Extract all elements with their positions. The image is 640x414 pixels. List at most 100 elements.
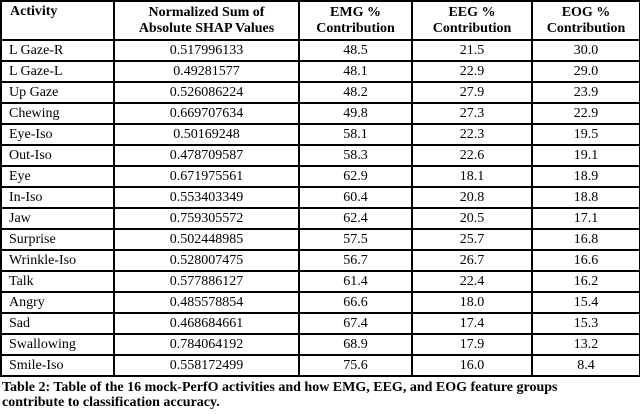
shap-value-cell: 0.485578854 [113,291,300,314]
table-caption: Table 2: Table of the 16 mock-PerfO acti… [0,380,640,410]
shap-contribution-table: Activity Normalized Sum of Absolute SHAP… [0,0,640,377]
table-header: Activity Normalized Sum of Absolute SHAP… [0,0,640,41]
header-label: EMG % [330,4,381,20]
shap-value-cell: 0.558172499 [113,354,300,377]
eeg-contribution-cell: 22.6 [411,144,533,167]
table-row: Up Gaze 0.526086224 48.2 27.9 23.9 [0,81,640,104]
emg-contribution-cell: 67.4 [298,312,413,335]
table-row: Out-Iso 0.478709587 58.3 22.6 19.1 [0,144,640,167]
activity-cell: L Gaze-R [0,39,115,62]
eeg-contribution-cell: 22.4 [411,270,533,293]
table-row: Sad 0.468684661 67.4 17.4 15.3 [0,312,640,335]
header-label: EEG % [448,4,496,20]
eog-contribution-cell: 8.4 [531,354,640,377]
caption-line: contribute to classification accuracy. [2,395,220,410]
activity-cell: Angry [0,291,115,314]
emg-contribution-cell: 48.5 [298,39,413,62]
eeg-contribution-cell: 20.5 [411,207,533,230]
eog-contribution-cell: 22.9 [531,102,640,125]
column-header-activity: Activity [0,0,115,41]
eeg-contribution-cell: 25.7 [411,228,533,251]
emg-contribution-cell: 58.1 [298,123,413,146]
eeg-contribution-cell: 17.9 [411,333,533,356]
shap-value-cell: 0.759305572 [113,207,300,230]
eog-contribution-cell: 19.5 [531,123,640,146]
table-body: L Gaze-R 0.517996133 48.5 21.5 30.0 L Gaze-L 0… [0,39,640,377]
header-label: Normalized Sum of [148,4,265,20]
emg-contribution-cell: 57.5 [298,228,413,251]
shap-value-cell: 0.478709587 [113,144,300,167]
table-row: Angry 0.485578854 66.6 18.0 15.4 [0,291,640,314]
eog-contribution-cell: 17.1 [531,207,640,230]
activity-cell: Wrinkle-Iso [0,249,115,272]
eog-contribution-cell: 16.8 [531,228,640,251]
eog-contribution-cell: 18.9 [531,165,640,188]
eog-contribution-cell: 23.9 [531,81,640,104]
shap-value-cell: 0.49281577 [113,60,300,83]
activity-cell: Eye-Iso [0,123,115,146]
eeg-contribution-cell: 26.7 [411,249,533,272]
eog-contribution-cell: 15.4 [531,291,640,314]
emg-contribution-cell: 49.8 [298,102,413,125]
eeg-contribution-cell: 27.9 [411,81,533,104]
shap-value-cell: 0.528007475 [113,249,300,272]
eeg-contribution-cell: 27.3 [411,102,533,125]
shap-value-cell: 0.669707634 [113,102,300,125]
shap-value-cell: 0.784064192 [113,333,300,356]
emg-contribution-cell: 48.2 [298,81,413,104]
activity-cell: In-Iso [0,186,115,209]
table-row: Jaw 0.759305572 62.4 20.5 17.1 [0,207,640,230]
emg-contribution-cell: 62.9 [298,165,413,188]
eeg-contribution-cell: 22.3 [411,123,533,146]
activity-cell: Surprise [0,228,115,251]
header-row: Activity Normalized Sum of Absolute SHAP… [0,0,640,41]
header-label: EOG % [561,4,611,20]
shap-value-cell: 0.468684661 [113,312,300,335]
eog-contribution-cell: 16.2 [531,270,640,293]
table-row: Eye 0.671975561 62.9 18.1 18.9 [0,165,640,188]
table-row: Surprise 0.502448985 57.5 25.7 16.8 [0,228,640,251]
emg-contribution-cell: 66.6 [298,291,413,314]
table-row: L Gaze-L 0.49281577 48.1 22.9 29.0 [0,60,640,83]
activity-cell: L Gaze-L [0,60,115,83]
emg-contribution-cell: 48.1 [298,60,413,83]
eog-contribution-cell: 30.0 [531,39,640,62]
emg-contribution-cell: 61.4 [298,270,413,293]
eog-contribution-cell: 13.2 [531,333,640,356]
header-label: Absolute SHAP Values [138,20,275,36]
column-header-eeg: EEG % Contribution [411,0,533,41]
eeg-contribution-cell: 18.0 [411,291,533,314]
emg-contribution-cell: 56.7 [298,249,413,272]
shap-value-cell: 0.526086224 [113,81,300,104]
header-label: Activity [10,4,58,19]
activity-cell: Jaw [0,207,115,230]
activity-cell: Talk [0,270,115,293]
emg-contribution-cell: 62.4 [298,207,413,230]
table-row: Eye-Iso 0.50169248 58.1 22.3 19.5 [0,123,640,146]
shap-value-cell: 0.671975561 [113,165,300,188]
shap-value-cell: 0.577886127 [113,270,300,293]
shap-value-cell: 0.517996133 [113,39,300,62]
eeg-contribution-cell: 17.4 [411,312,533,335]
eog-contribution-cell: 15.3 [531,312,640,335]
activity-cell: Eye [0,165,115,188]
eeg-contribution-cell: 18.1 [411,165,533,188]
eog-contribution-cell: 19.1 [531,144,640,167]
eog-contribution-cell: 18.8 [531,186,640,209]
activity-cell: Out-Iso [0,144,115,167]
table-row: Chewing 0.669707634 49.8 27.3 22.9 [0,102,640,125]
column-header-emg: EMG % Contribution [298,0,413,41]
emg-contribution-cell: 58.3 [298,144,413,167]
table-row: Wrinkle-Iso 0.528007475 56.7 26.7 16.6 [0,249,640,272]
eeg-contribution-cell: 22.9 [411,60,533,83]
eeg-contribution-cell: 21.5 [411,39,533,62]
header-label: Contribution [432,20,512,36]
emg-contribution-cell: 75.6 [298,354,413,377]
table-row: In-Iso 0.553403349 60.4 20.8 18.8 [0,186,640,209]
header-label: Contribution [316,20,395,36]
emg-contribution-cell: 68.9 [298,333,413,356]
header-label: Contribution [546,20,626,36]
table-row: Swallowing 0.784064192 68.9 17.9 13.2 [0,333,640,356]
activity-cell: Sad [0,312,115,335]
